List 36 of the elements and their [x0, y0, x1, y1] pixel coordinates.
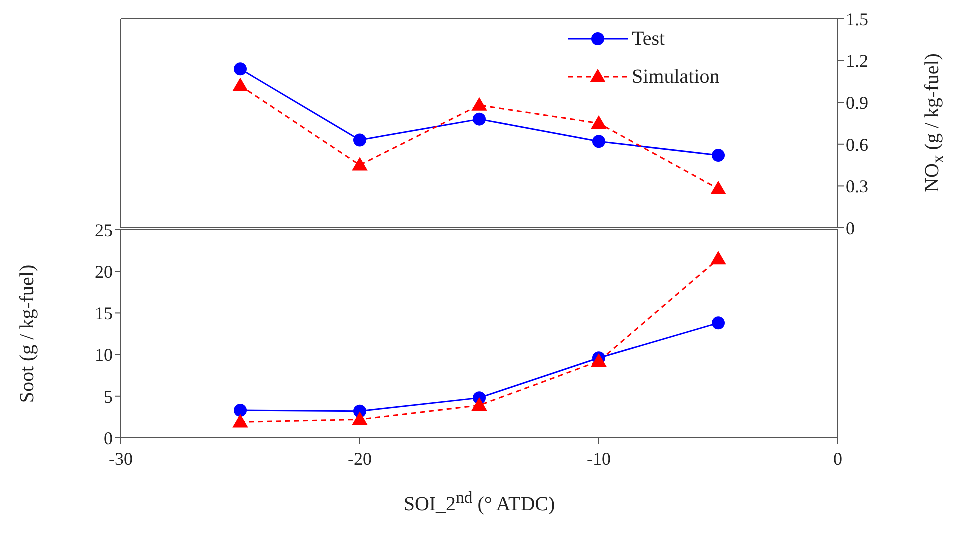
point	[233, 414, 248, 428]
x-tick-label: 0	[834, 448, 842, 469]
point	[472, 398, 487, 412]
y-tick-label: 0	[846, 218, 855, 238]
point	[473, 112, 486, 126]
x-tick-label: -30	[109, 448, 133, 469]
point	[354, 134, 366, 147]
y-tick-label: 0	[104, 428, 113, 448]
y-tick-label: 5	[104, 386, 113, 407]
point	[352, 158, 368, 171]
x-tick-label: -10	[587, 448, 611, 469]
point	[233, 78, 248, 92]
y-tick-label: 0.3	[846, 176, 868, 197]
x-tick-label: -20	[348, 448, 372, 469]
legend-label: Test	[632, 28, 666, 50]
point	[472, 98, 487, 111]
y-tick-label: 1.2	[846, 51, 868, 72]
x-axis-title: SOI_2$^{nd}$ (° ATDC)	[404, 488, 556, 517]
y-tick-label: 1.5	[846, 9, 868, 30]
y-tick-label: 0.9	[846, 92, 868, 113]
point	[592, 135, 606, 148]
y-tick-label: 20	[95, 262, 113, 282]
point	[711, 181, 726, 194]
y-tick-label: 0.6	[846, 134, 868, 155]
legend-label: Simulation	[632, 66, 720, 88]
point	[234, 404, 247, 418]
y-tick-label: 15	[95, 304, 113, 324]
point	[712, 149, 725, 162]
y-axis-title: Soot (g / kg-fuel)	[16, 264, 40, 403]
point	[712, 316, 725, 330]
point	[711, 252, 726, 265]
point	[234, 62, 247, 76]
y-tick-label: 10	[95, 345, 113, 366]
point	[592, 116, 606, 129]
point	[352, 412, 368, 426]
y-tick-label: 25	[95, 220, 113, 240]
